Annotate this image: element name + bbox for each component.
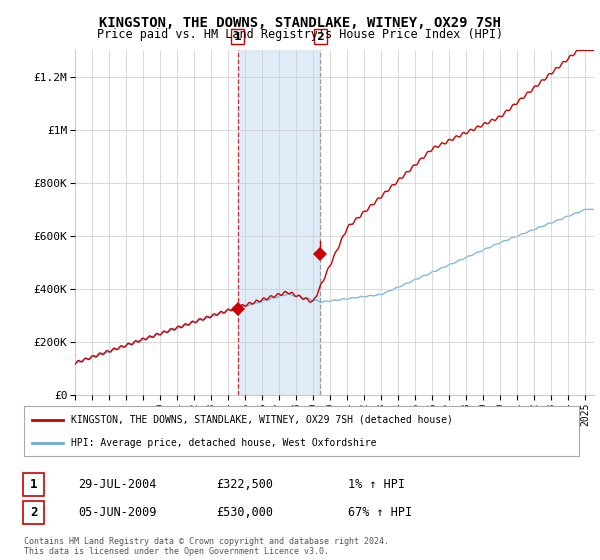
Text: 1: 1 (30, 478, 37, 491)
Text: KINGSTON, THE DOWNS, STANDLAKE, WITNEY, OX29 7SH (detached house): KINGSTON, THE DOWNS, STANDLAKE, WITNEY, … (71, 414, 453, 424)
Text: 1% ↑ HPI: 1% ↑ HPI (348, 478, 405, 491)
Text: 67% ↑ HPI: 67% ↑ HPI (348, 506, 412, 519)
Bar (238, 50, 320, 395)
Text: £530,000: £530,000 (216, 506, 273, 519)
Text: 2: 2 (30, 506, 37, 519)
Text: 2: 2 (317, 31, 324, 41)
Text: Price paid vs. HM Land Registry's House Price Index (HPI): Price paid vs. HM Land Registry's House … (97, 28, 503, 41)
Text: Contains HM Land Registry data © Crown copyright and database right 2024.: Contains HM Land Registry data © Crown c… (24, 537, 389, 546)
Text: KINGSTON, THE DOWNS, STANDLAKE, WITNEY, OX29 7SH: KINGSTON, THE DOWNS, STANDLAKE, WITNEY, … (99, 16, 501, 30)
Text: This data is licensed under the Open Government Licence v3.0.: This data is licensed under the Open Gov… (24, 547, 329, 556)
Text: HPI: Average price, detached house, West Oxfordshire: HPI: Average price, detached house, West… (71, 438, 377, 448)
Text: 05-JUN-2009: 05-JUN-2009 (78, 506, 157, 519)
Text: 1: 1 (234, 31, 242, 41)
Text: £322,500: £322,500 (216, 478, 273, 491)
Text: 29-JUL-2004: 29-JUL-2004 (78, 478, 157, 491)
